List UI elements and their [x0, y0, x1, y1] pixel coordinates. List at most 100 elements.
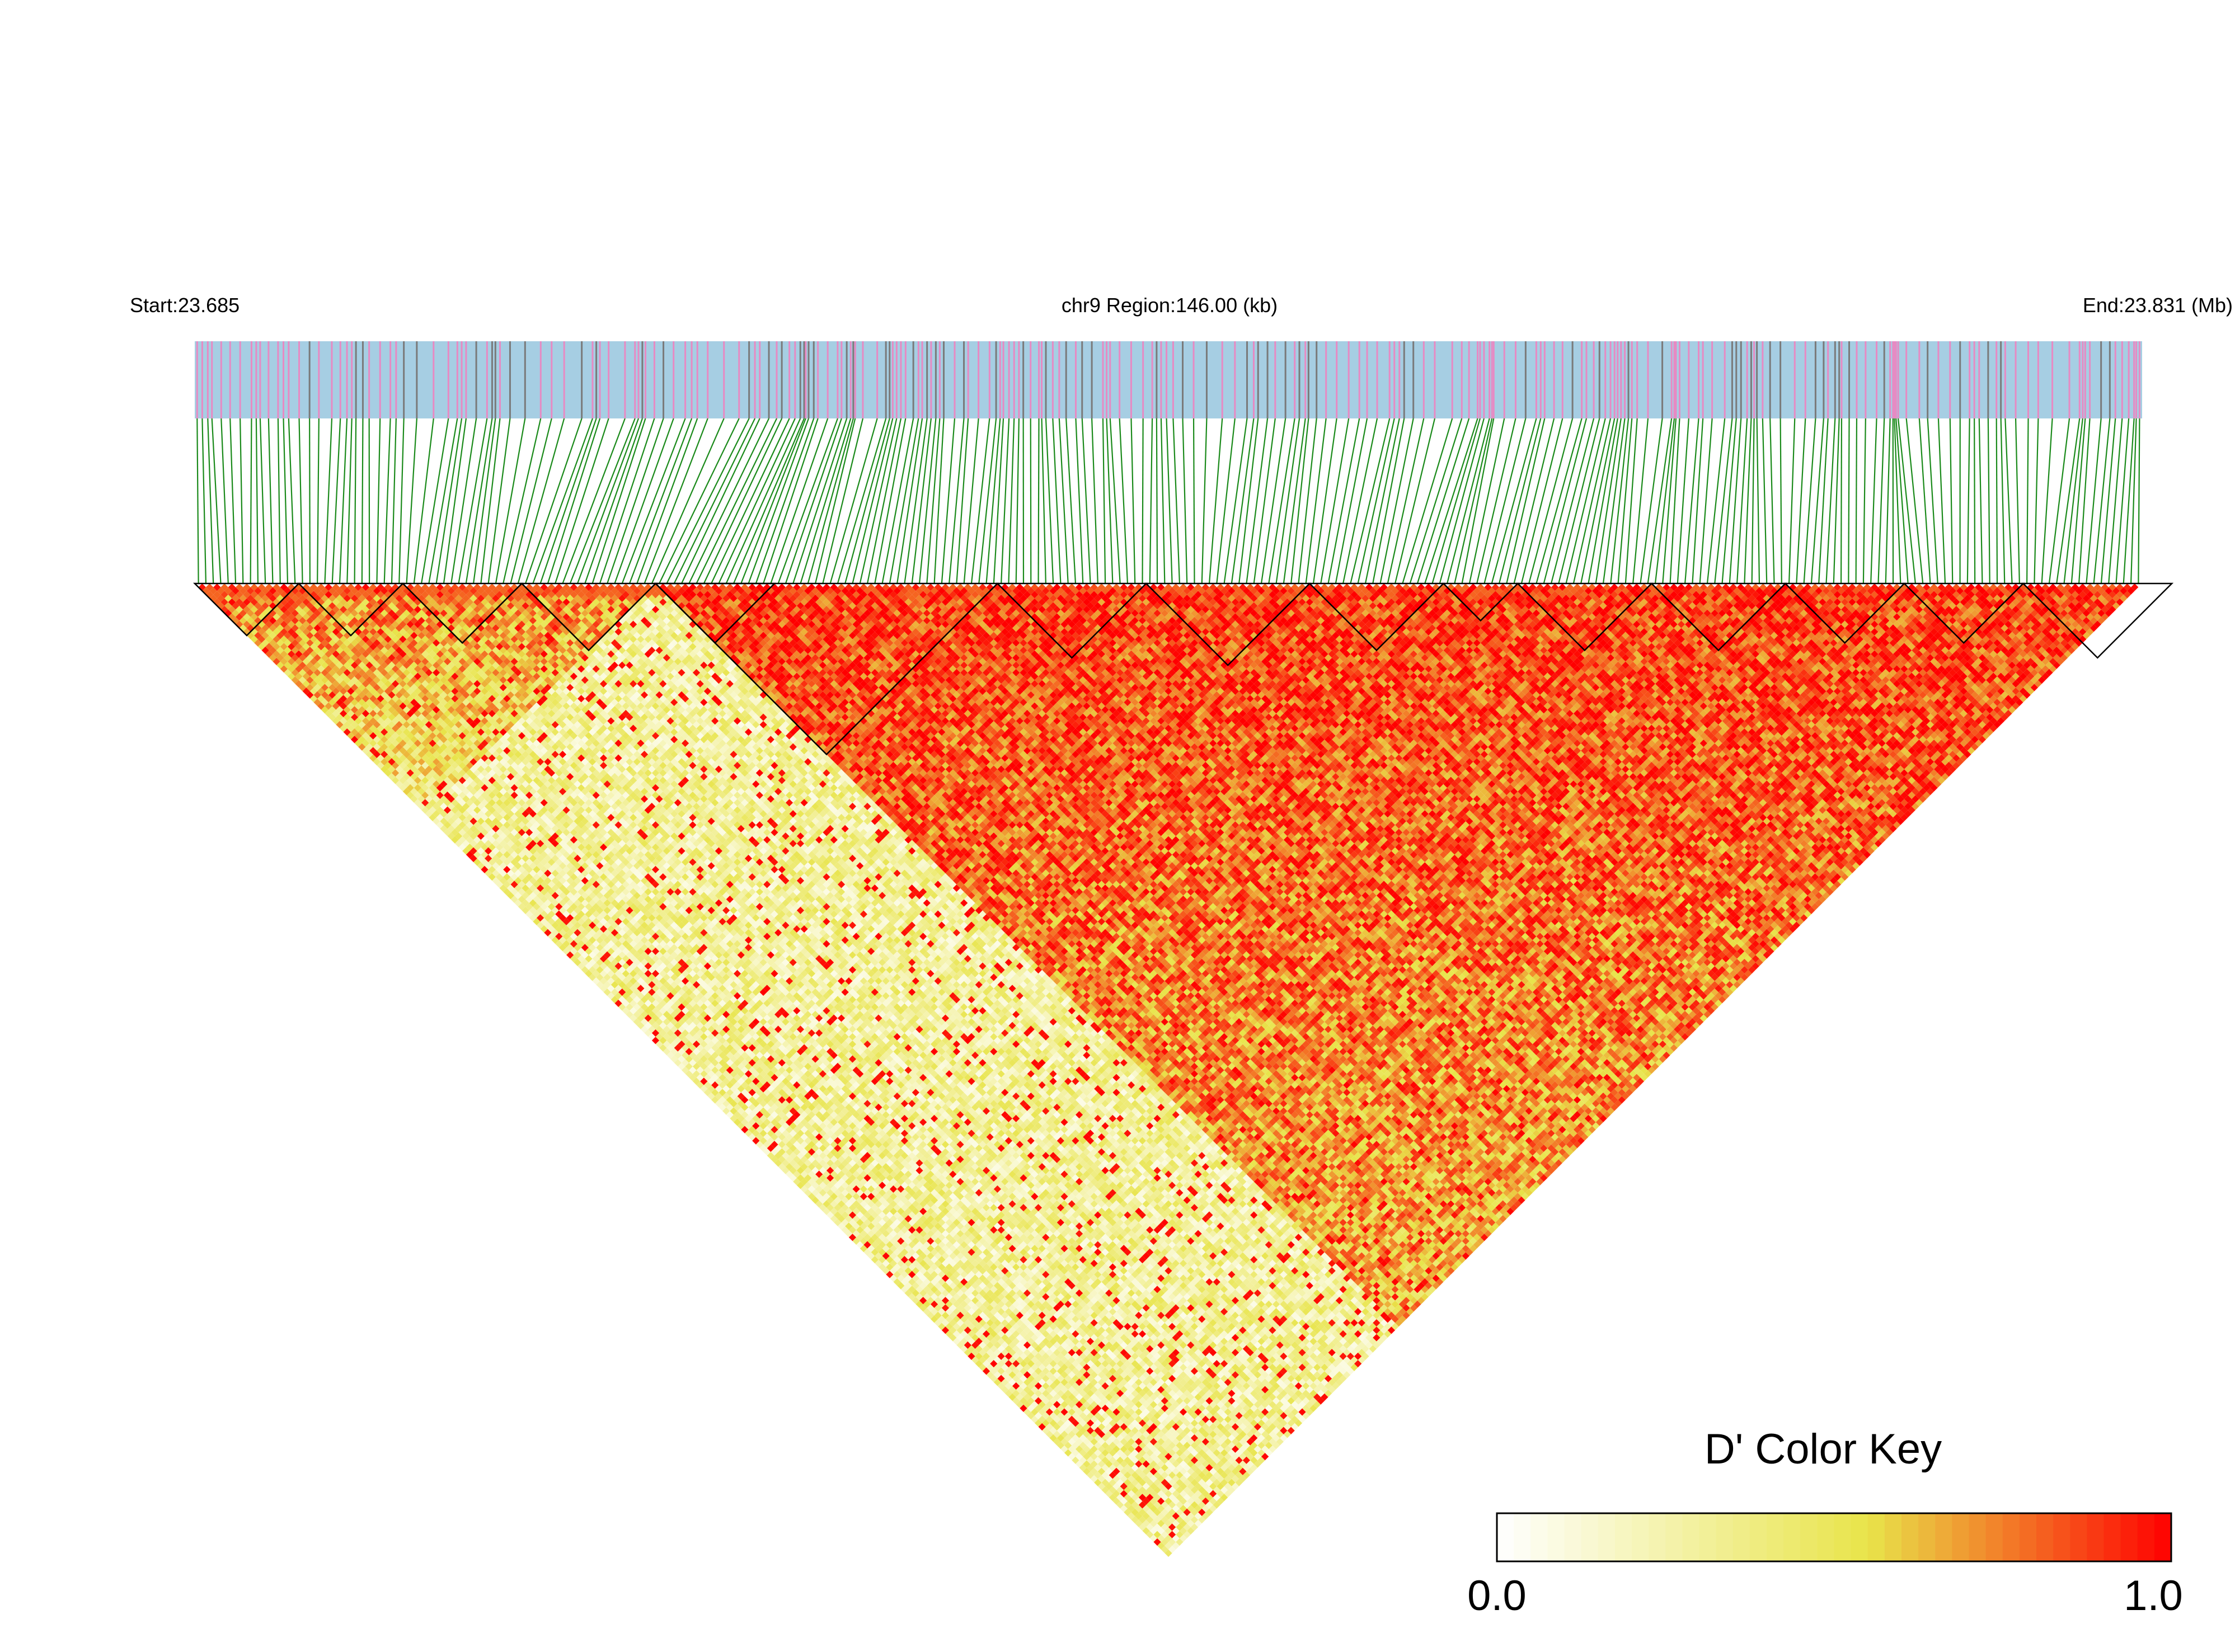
snp-connector-line [503, 418, 541, 583]
snp-connector-line [362, 418, 363, 583]
snp-connector-line [1224, 418, 1247, 583]
snp-connector-line [429, 418, 457, 583]
snp-connector-line [347, 418, 351, 583]
snp-connector-line [1856, 418, 1857, 583]
snp-connector-line [1082, 418, 1091, 583]
snp-connector-line [630, 418, 692, 583]
snp-connector-line [1506, 418, 1544, 583]
snp-connector-line [1863, 418, 1866, 583]
snp-connector-line [1016, 418, 1019, 583]
snp-connector-line [240, 418, 243, 583]
snp-connector-line [1618, 418, 1632, 583]
snp-connector-line [1988, 418, 1990, 583]
snp-connector-line [1076, 418, 1083, 583]
snp-connector-line [2027, 418, 2028, 583]
snp-connector-line [414, 418, 434, 583]
snp-connector-line [384, 418, 391, 583]
snp-connector-line [496, 418, 525, 583]
snp-connector-line [256, 418, 258, 583]
snp-connector-line [1730, 418, 1741, 583]
snp-connector-line [570, 418, 635, 583]
snp-connector-line [1298, 418, 1316, 583]
snp-connector-line [1209, 418, 1222, 583]
snp-connector-line [2016, 418, 2020, 583]
snp-connector-line [1131, 418, 1135, 583]
snp-connector-line [1763, 418, 1767, 583]
snp-connector-line [1120, 418, 1128, 583]
snp-connector-line [481, 418, 500, 583]
snp-connector-line [392, 418, 396, 583]
snp-connector-line [299, 418, 303, 583]
snp-connector-line [1276, 418, 1299, 583]
snp-connector-line [1381, 418, 1414, 583]
snp-connector-line [436, 418, 462, 583]
snp-connector-line [2001, 418, 2005, 583]
snp-connector-line [1336, 418, 1367, 583]
snp-connector-line [949, 418, 964, 583]
snp-connector-line [2101, 418, 2115, 583]
snp-connector-line [763, 418, 818, 583]
snp-connector-line [2056, 418, 2079, 583]
snp-connector-line [1848, 418, 1849, 583]
snp-connector-line [682, 418, 760, 583]
snp-connector-line [1103, 418, 1105, 583]
snp-connector-line [614, 418, 673, 583]
snp-connector-line [230, 418, 236, 583]
snp-connector-line [317, 418, 319, 583]
snp-connector-line [1173, 418, 1180, 583]
snp-connector-line [1841, 418, 1842, 583]
snp-connector-line [1183, 418, 1187, 583]
ld-matrix [199, 583, 2139, 1557]
snp-connector-line [1053, 418, 1060, 583]
snp-connector-line [942, 418, 955, 583]
snp-connector-line [845, 418, 890, 583]
snp-connector-line [1757, 418, 1759, 583]
snp-connector-line [2138, 418, 2139, 583]
snp-connector-line [1871, 418, 1876, 583]
snp-connector-line [890, 418, 918, 583]
snp-connector-line [1492, 418, 1537, 583]
snp-connector-line [2116, 418, 2129, 583]
snp-connector-line [2034, 418, 2038, 583]
snp-connector-line [830, 418, 877, 583]
snp-connector-line [1522, 418, 1562, 583]
snp-connector-line [808, 418, 853, 583]
snp-connector-line [1343, 418, 1377, 583]
snp-track [195, 341, 2142, 418]
snp-connector-line [1150, 418, 1152, 583]
snp-connector-line [1781, 418, 1782, 583]
end-label: End:23.831 (Mb) [2083, 294, 2233, 317]
snp-connector-line [511, 418, 552, 583]
snp-connector-line [904, 418, 927, 583]
snp-connector-line [269, 418, 273, 583]
snp-connector-line [1834, 418, 1839, 583]
snp-connector-line [1536, 418, 1581, 583]
snp-connector-line [377, 418, 380, 583]
snp-connector-line [1046, 418, 1053, 583]
snp-connector-line [355, 418, 356, 583]
snp-connector-line [1306, 418, 1326, 583]
snp-connector-line [332, 418, 340, 583]
snp-connector-line [1979, 418, 1983, 583]
snp-connector-line [935, 418, 944, 583]
snp-connector-line [1291, 418, 1308, 583]
snp-connector-line [2094, 418, 2110, 583]
snp-connector-line [1232, 418, 1254, 583]
snp-connector-line [1950, 418, 1952, 583]
snp-connector-line [421, 418, 448, 583]
snp-connector-line [971, 418, 989, 583]
snp-connector-line [1603, 418, 1625, 583]
snp-connector-line [309, 418, 310, 583]
snp-connector-line [2005, 418, 2012, 583]
snp-connector-line [1770, 418, 1774, 583]
snp-connector-line [1974, 418, 1975, 583]
snp-connector-line [399, 418, 403, 583]
snp-connector-line [1217, 418, 1235, 583]
snp-connector-line [1819, 418, 1828, 583]
snp-connector-line [278, 418, 280, 583]
snp-connector-line [260, 418, 265, 583]
snp-connector-line [221, 418, 228, 583]
snp-connector-line [793, 418, 847, 583]
snp-connector-line [541, 418, 597, 583]
snp-connector-line [340, 418, 347, 583]
